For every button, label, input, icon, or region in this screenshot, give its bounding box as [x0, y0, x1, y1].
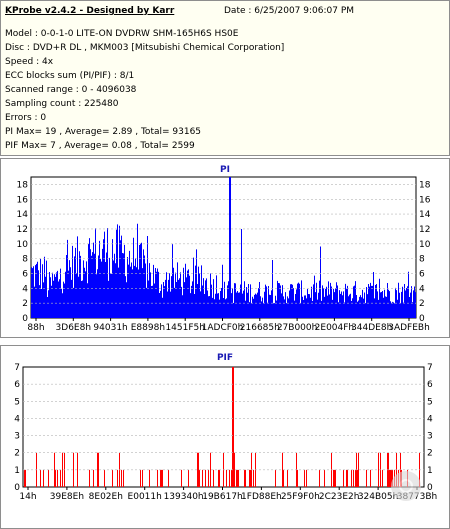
pi-chart-title: PI [220, 165, 230, 175]
app-title: KProbe v2.4.2 - Designed by Karr [5, 6, 175, 16]
x-tick-label: 139340h [164, 492, 204, 502]
x-tick-label: 3D6E8h [56, 323, 92, 333]
y-tick-label: 0 [22, 314, 28, 324]
pif-chart-title: PIF [216, 353, 234, 363]
x-tick-label: 1451F5h [165, 323, 205, 333]
x-tick-label: 88h [27, 323, 44, 333]
y-tick-label: 2 [22, 299, 28, 309]
info-ecc: ECC blocks sum (PI/PIF) : 8/1 [5, 71, 135, 81]
info-sampling: Sampling count : 225480 [5, 99, 119, 109]
y-tick-label-right: 10 [419, 240, 431, 250]
pi-chart: 0 0 2 2 4 4 6 6 8 8 10 10 12 12 14 14 16 16 18 18 88h 3D6E8h 9… [17, 176, 431, 333]
pif-chart: 0 0 1 1 2 2 3 3 4 4 5 5 6 6 7 7 14h 39E8Eh 8E02Eh E0011h 139… [14, 363, 438, 502]
y-tick-label-right: 0 [427, 483, 433, 493]
x-tick-label: 19B617h [202, 492, 243, 502]
x-tick-label: 1FD88Eh [241, 492, 282, 502]
y-tick-label-right: 16 [419, 195, 431, 205]
y-tick-label: 1 [14, 466, 20, 476]
y-tick-label-right: 6 [427, 380, 433, 390]
y-tick-label-right: 7 [427, 363, 433, 373]
info-speed: Speed : 4x [5, 57, 54, 67]
pif-chart-panel: PIF 0 0 1 1 2 2 3 3 4 4 5 5 6 6 7 7 14h 39E8Eh 8E02Eh E0011… [0, 345, 450, 529]
info-pi-summary: PI Max= 19 , Average= 2.89 , Total= 9316… [5, 127, 202, 137]
x-tick-label: 14h [19, 492, 36, 502]
y-tick-label-right: 1 [427, 466, 433, 476]
y-tick-label-right: 5 [427, 397, 433, 407]
plot-area [22, 366, 425, 488]
info-pif-summary: PIF Max= 7 , Average= 0.08 , Total= 2599 [5, 141, 195, 151]
x-tick-label: 344DE8h [351, 323, 392, 333]
y-tick-label: 14 [17, 210, 29, 220]
pi-chart-panel: PI 0 0 2 2 4 4 6 6 8 8 10 10 12 12 14 14 16 16 18 18 88h 3D6E… [0, 158, 450, 338]
x-tick-label: 3ADFEBh [388, 323, 430, 333]
x-tick-label: E8898h [131, 323, 165, 333]
y-tick-label: 12 [17, 225, 28, 235]
y-tick-label: 4 [14, 414, 20, 424]
x-tick-label: E0011h [128, 492, 162, 502]
x-tick-label: 94031h [93, 323, 127, 333]
x-tick-label: 216685h [240, 323, 280, 333]
y-tick-label-right: 2 [427, 449, 433, 459]
y-tick-label-right: 0 [419, 314, 425, 324]
y-tick-label-right: 6 [419, 269, 425, 279]
y-tick-label-right: 2 [419, 299, 425, 309]
y-tick-label: 10 [17, 240, 29, 250]
y-tick-label: 18 [17, 180, 29, 190]
y-tick-label: 8 [22, 255, 28, 265]
x-tick-label: 2E004Fh [315, 323, 354, 333]
bar-series [31, 177, 416, 318]
x-tick-label: 2C23E2h [319, 492, 360, 502]
y-tick-label: 2 [14, 449, 20, 459]
info-errors: Errors : 0 [5, 113, 47, 123]
x-tick-label: 8E02Eh [89, 492, 123, 502]
x-tick-label: 324B05h [358, 492, 399, 502]
x-tick-label: 25F9F0h [281, 492, 320, 502]
y-tick-label: 6 [14, 380, 20, 390]
y-tick-label-right: 18 [419, 180, 431, 190]
bar-series [24, 367, 420, 487]
y-tick-label-right: 12 [419, 225, 430, 235]
scan-date: Date : 6/25/2007 9:06:07 PM [224, 6, 355, 16]
y-tick-label: 16 [17, 195, 29, 205]
y-tick-label-right: 3 [427, 432, 433, 442]
y-tick-label: 7 [14, 363, 20, 373]
watermark-logo [391, 471, 421, 501]
y-tick-label: 5 [14, 397, 20, 407]
info-model: Model : 0-0-1-0 LITE-ON DVDRW SHM-165H6S… [5, 29, 239, 39]
y-tick-label-right: 4 [419, 284, 425, 294]
info-disc: Disc : DVD+R DL , MKM003 [Mitsubishi Che… [5, 43, 285, 53]
info-panel: KProbe v2.4.2 - Designed by Karr Date : … [0, 0, 450, 156]
x-tick-label: 38773Bh [397, 492, 438, 502]
x-tick-label: 39E8Eh [50, 492, 84, 502]
y-tick-label-right: 4 [427, 414, 433, 424]
y-tick-label: 0 [14, 483, 20, 493]
y-tick-label: 3 [14, 432, 20, 442]
y-tick-label-right: 14 [419, 210, 431, 220]
y-tick-label: 4 [22, 284, 28, 294]
y-tick-label: 6 [22, 269, 28, 279]
x-tick-label: 27B000h [277, 323, 318, 333]
y-tick-label-right: 8 [419, 255, 425, 265]
x-tick-label: 1ADCF0h [202, 323, 244, 333]
info-range: Scanned range : 0 - 4096038 [5, 85, 137, 95]
